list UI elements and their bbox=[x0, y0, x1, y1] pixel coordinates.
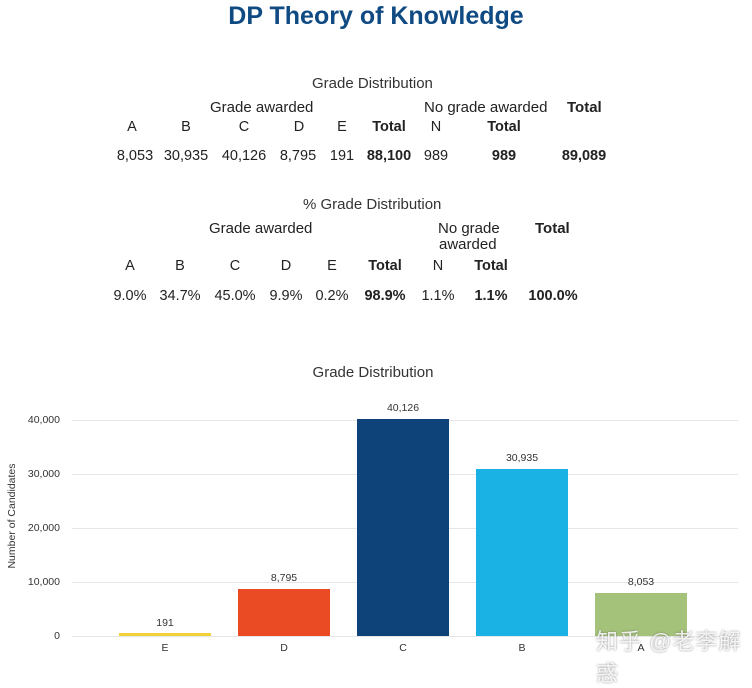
pct-no-grade-header-line1: No grade bbox=[438, 220, 500, 237]
pct-overall-total-header: Total bbox=[535, 220, 570, 237]
pct-col-header-d: D bbox=[280, 258, 292, 274]
pct-value-e: 0.2% bbox=[315, 288, 349, 304]
col-header-no-grade-total: Total bbox=[487, 119, 521, 135]
pct-col-header-a: A bbox=[125, 258, 135, 274]
col-header-c: C bbox=[238, 119, 250, 135]
bar-b bbox=[476, 469, 568, 636]
value-n: 989 bbox=[423, 148, 449, 164]
pct-value-no-grade-total: 1.1% bbox=[474, 288, 508, 304]
page-title: DP Theory of Knowledge bbox=[228, 2, 524, 30]
bar-label-a: 8,053 bbox=[627, 576, 655, 588]
bar-c bbox=[357, 419, 449, 636]
grade-awarded-header: Grade awarded bbox=[210, 99, 314, 116]
pct-col-header-n: N bbox=[432, 258, 444, 274]
value-a: 8,053 bbox=[116, 148, 154, 164]
pct-value-b: 34.7% bbox=[159, 288, 201, 304]
baseline-0 bbox=[72, 636, 738, 637]
value-awarded-total: 88,100 bbox=[366, 148, 412, 164]
xtick-a: A bbox=[637, 642, 645, 654]
pct-value-overall-total: 100.0% bbox=[528, 288, 578, 304]
pct-col-header-b: B bbox=[175, 258, 185, 274]
col-header-e: E bbox=[337, 119, 347, 135]
col-header-d: D bbox=[293, 119, 305, 135]
col-header-awarded-total: Total bbox=[372, 119, 406, 135]
xtick-b: B bbox=[518, 642, 526, 654]
pct-value-c: 45.0% bbox=[214, 288, 256, 304]
bar-a bbox=[595, 593, 687, 636]
pct-grade-awarded-header: Grade awarded bbox=[209, 220, 313, 237]
pct-col-header-no-grade-total: Total bbox=[474, 258, 508, 274]
bar-label-e: 191 bbox=[156, 617, 174, 629]
bar-label-b: 30,935 bbox=[505, 452, 539, 464]
ytick-40000: 40,000 bbox=[27, 414, 60, 426]
pct-value-n: 1.1% bbox=[421, 288, 455, 304]
bar-label-c: 40,126 bbox=[386, 402, 420, 414]
ytick-0: 0 bbox=[54, 630, 60, 642]
value-b: 30,935 bbox=[163, 148, 209, 164]
pct-no-grade-header-line2: awarded bbox=[439, 236, 497, 253]
no-grade-awarded-header: No grade awarded bbox=[424, 99, 548, 116]
ytick-20000: 20,000 bbox=[27, 522, 60, 534]
watermark: 知乎 @老李解惑 bbox=[596, 629, 742, 686]
col-header-n: N bbox=[430, 119, 442, 135]
value-overall-total: 89,089 bbox=[561, 148, 607, 164]
chart-title: Grade Distribution bbox=[312, 364, 434, 381]
value-e: 191 bbox=[329, 148, 355, 164]
xtick-c: C bbox=[399, 642, 407, 654]
bar-e bbox=[119, 633, 211, 636]
bar-label-d: 8,795 bbox=[270, 572, 298, 584]
value-c: 40,126 bbox=[221, 148, 267, 164]
col-header-a: A bbox=[127, 119, 137, 135]
value-d: 8,795 bbox=[279, 148, 317, 164]
pct-col-header-c: C bbox=[229, 258, 241, 274]
y-axis-label: Number of Candidates bbox=[6, 463, 18, 569]
value-no-grade-total: 989 bbox=[491, 148, 517, 164]
pct-value-awarded-total: 98.9% bbox=[364, 288, 406, 304]
ytick-30000: 30,000 bbox=[27, 468, 60, 480]
xtick-e: E bbox=[161, 642, 169, 654]
percent-table-title: % Grade Distribution bbox=[303, 196, 442, 213]
pct-col-header-awarded-total: Total bbox=[368, 258, 402, 274]
pct-value-d: 9.9% bbox=[269, 288, 303, 304]
pct-col-header-e: E bbox=[327, 258, 337, 274]
col-header-b: B bbox=[181, 119, 191, 135]
ytick-10000: 10,000 bbox=[27, 576, 60, 588]
pct-value-a: 9.0% bbox=[113, 288, 147, 304]
grade-table-title: Grade Distribution bbox=[312, 75, 433, 92]
xtick-d: D bbox=[280, 642, 288, 654]
overall-total-header: Total bbox=[567, 99, 602, 116]
bar-d bbox=[238, 589, 330, 636]
